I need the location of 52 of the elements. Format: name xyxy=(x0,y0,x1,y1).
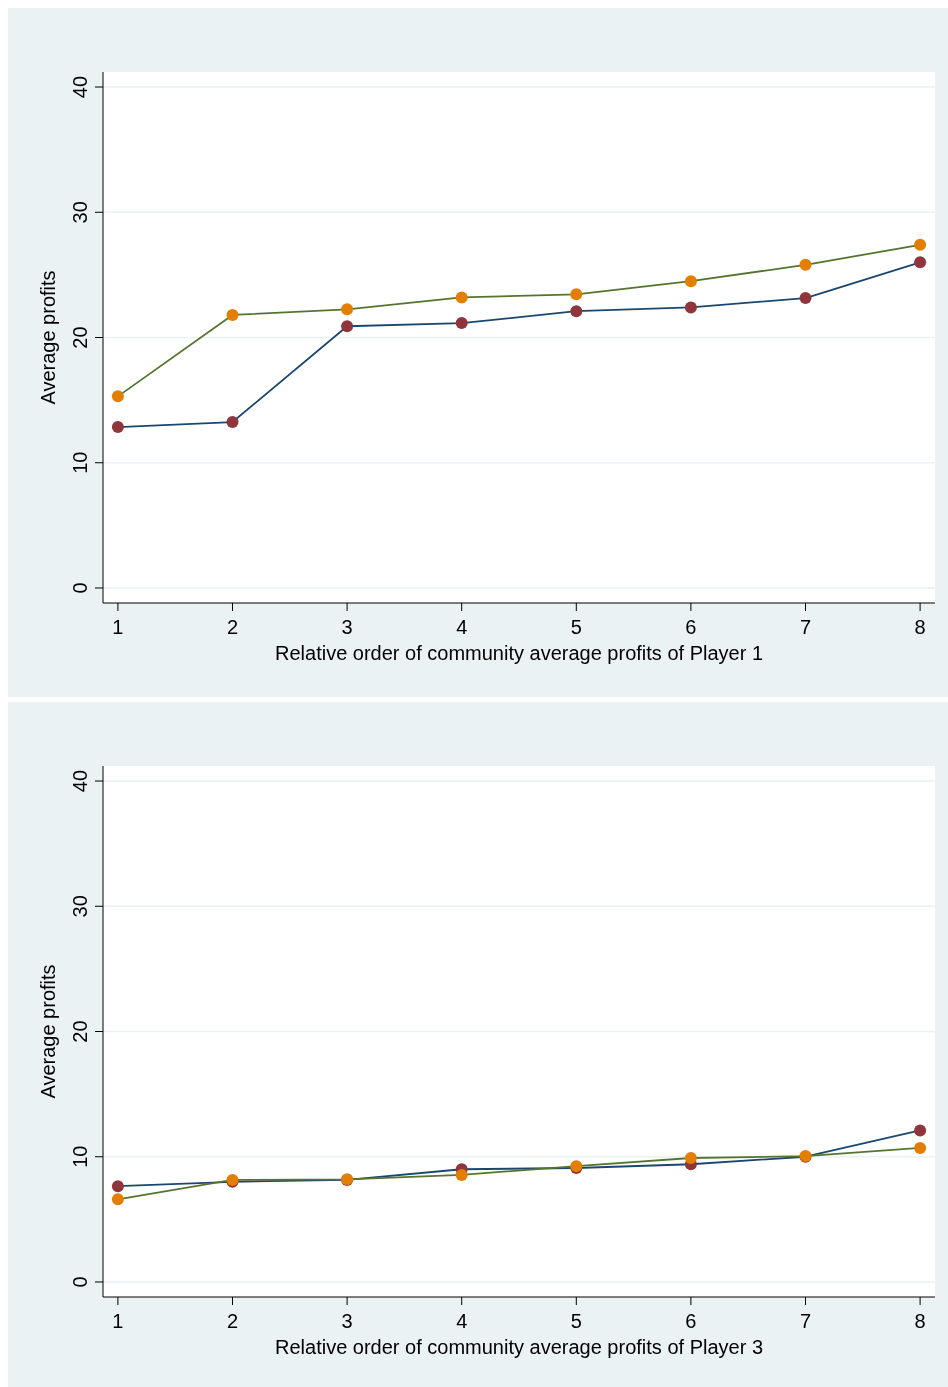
point xyxy=(914,1124,927,1137)
point xyxy=(914,1141,927,1154)
point xyxy=(799,292,812,305)
point xyxy=(111,421,124,434)
point xyxy=(455,317,468,330)
y-tick-label: 0 xyxy=(69,1276,91,1288)
point xyxy=(455,291,468,304)
x-tick-label: 3 xyxy=(341,1310,353,1332)
point xyxy=(570,305,583,318)
x-tick-label: 4 xyxy=(456,616,468,638)
x-tick-label: 1 xyxy=(112,616,124,638)
point xyxy=(341,320,354,333)
y-tick-label: 30 xyxy=(69,895,91,918)
y-tick-label: 20 xyxy=(69,1020,91,1043)
y-tick-label: 40 xyxy=(69,769,91,793)
point xyxy=(111,1180,124,1193)
point xyxy=(914,238,927,251)
point xyxy=(226,416,239,429)
y-tick-label: 0 xyxy=(69,582,91,594)
x-tick-label: 8 xyxy=(914,1310,926,1332)
x-tick-label: 8 xyxy=(914,616,926,638)
x-tick-label: 2 xyxy=(226,616,239,638)
x-tick-label: 4 xyxy=(456,1310,468,1332)
x-tick-label: 1 xyxy=(112,1310,124,1332)
y-tick-label: 10 xyxy=(69,1145,91,1168)
point xyxy=(111,390,124,403)
x-tick-label: 6 xyxy=(685,1310,697,1332)
y-tick-label: 40 xyxy=(69,75,91,99)
y-tick-label: 10 xyxy=(69,451,91,474)
x-tick-label: 7 xyxy=(799,616,812,638)
y-axis-title: Average profits xyxy=(37,964,59,1099)
x-tick-label: 5 xyxy=(570,616,582,638)
x-tick-label: 6 xyxy=(685,616,697,638)
point xyxy=(455,1168,468,1181)
point xyxy=(799,258,812,271)
point xyxy=(684,1151,697,1164)
point xyxy=(111,1193,124,1206)
y-tick-label: 30 xyxy=(69,201,91,224)
point xyxy=(684,301,697,314)
point xyxy=(226,308,239,321)
x-axis-title: Relative order of community average profits of Player 1 xyxy=(275,642,763,664)
y-tick-label: 20 xyxy=(69,326,91,349)
x-tick-label: 7 xyxy=(799,1310,812,1332)
point xyxy=(684,275,697,288)
point xyxy=(570,288,583,301)
x-tick-label: 5 xyxy=(570,1310,582,1332)
point xyxy=(341,303,354,316)
x-tick-label: 3 xyxy=(341,616,353,638)
x-axis-title: Relative order of community average profits of Player 3 xyxy=(275,1336,763,1358)
x-tick-label: 2 xyxy=(226,1310,239,1332)
y-axis-title: Average profits xyxy=(37,270,59,405)
point xyxy=(914,256,927,269)
